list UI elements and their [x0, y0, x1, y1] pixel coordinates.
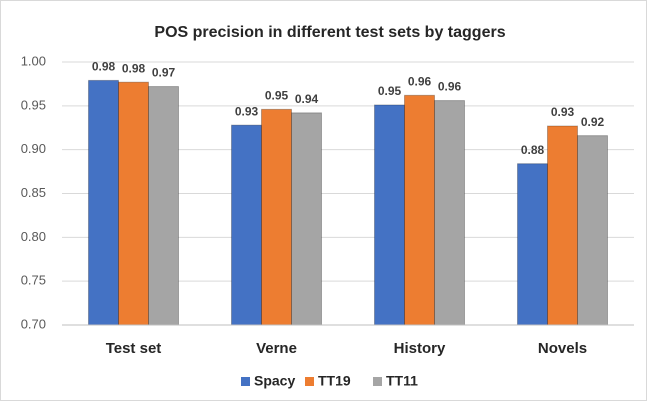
x-tick-label: Test set: [106, 340, 162, 357]
value-label: 0.96: [408, 74, 432, 88]
y-tick-label: 0.75: [21, 273, 46, 288]
y-tick-label: 0.85: [21, 185, 46, 200]
legend-swatch: [373, 377, 382, 386]
legend-swatch: [305, 377, 314, 386]
y-tick-label: 0.70: [21, 316, 46, 331]
value-label: 0.98: [122, 61, 146, 75]
y-tick-label: 0.95: [21, 97, 46, 112]
bar: [118, 81, 149, 326]
y-tick-label: 0.80: [21, 229, 46, 244]
value-label: 0.88: [521, 143, 545, 157]
value-label: 0.96: [438, 80, 462, 94]
x-tick-label: History: [394, 340, 446, 357]
y-tick-label: 1.00: [21, 53, 46, 68]
legend-label: TT19: [318, 373, 351, 389]
x-tick-label: Novels: [538, 340, 587, 357]
bar: [577, 135, 608, 326]
legend-label: TT11: [386, 373, 418, 389]
y-tick-label: 0.90: [21, 141, 46, 156]
value-label: 0.94: [295, 92, 319, 106]
bar: [374, 104, 405, 326]
bar: [434, 100, 465, 326]
bar: [517, 163, 548, 326]
legend-swatch: [241, 377, 250, 386]
bar: [261, 108, 292, 326]
value-label: 0.98: [92, 60, 116, 74]
bar: [291, 112, 322, 326]
bar: [547, 125, 578, 326]
x-tick-label: Verne: [256, 340, 297, 357]
bar: [88, 79, 119, 326]
value-label: 0.93: [551, 105, 575, 119]
chart-title: POS precision in different test sets by …: [154, 24, 505, 41]
bar: [231, 124, 262, 326]
bar: [148, 86, 179, 326]
value-label: 0.92: [581, 115, 605, 129]
value-label: 0.97: [152, 66, 176, 80]
value-label: 0.95: [265, 89, 289, 103]
bar: [404, 94, 435, 326]
legend-label: Spacy: [254, 373, 295, 389]
value-label: 0.93: [235, 104, 259, 118]
value-label: 0.95: [378, 84, 402, 98]
